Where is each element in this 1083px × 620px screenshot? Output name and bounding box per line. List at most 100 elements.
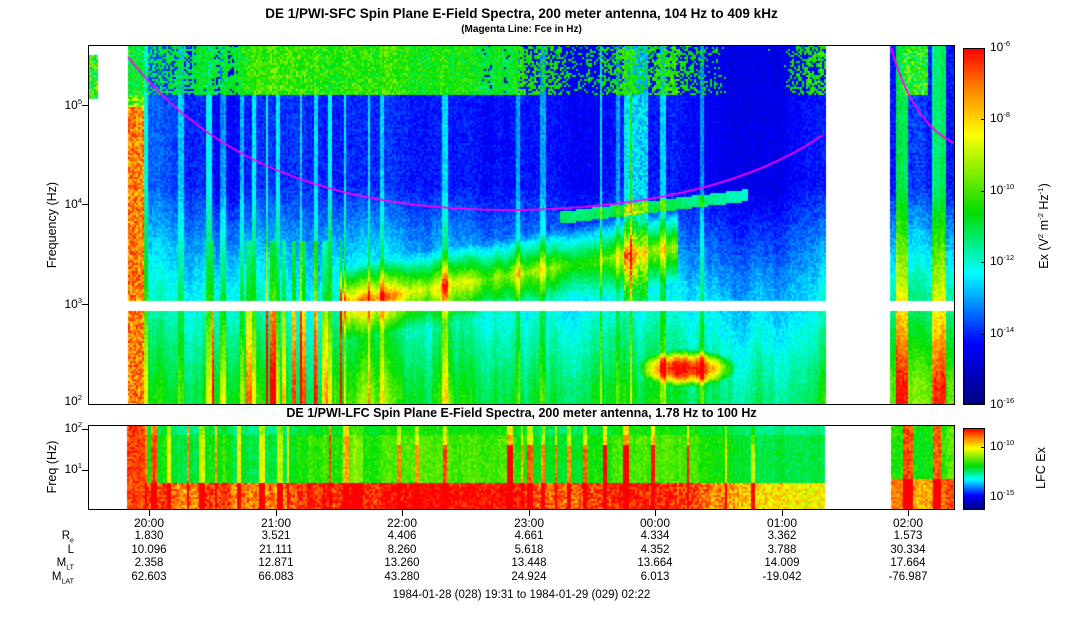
tick-text: 10 <box>990 111 1004 125</box>
xtick-label: 01:00 <box>766 516 798 530</box>
tick-exp: 5 <box>77 97 82 106</box>
xtick-label: 00:00 <box>639 516 671 530</box>
xtick-mark <box>276 510 277 516</box>
cbar-label-exp: -2 <box>1035 213 1045 220</box>
lfc-spectrogram <box>88 425 955 510</box>
lfc-cbar-label: LFC Ex <box>1034 418 1048 518</box>
tick-text: 10 <box>64 462 78 476</box>
ephemeris-value: 17.664 <box>890 557 926 569</box>
tick-exp: 3 <box>77 296 82 305</box>
xtick-mark <box>655 510 656 516</box>
sfc-cbar-tick-1e-10: 10-10 <box>990 183 1054 197</box>
ephemeris-value: 43.280 <box>384 571 420 583</box>
cbar-label-text: ) <box>1037 183 1051 188</box>
sfc-ytick-1e2: 102 <box>36 393 83 408</box>
ephemeris-value: 6.013 <box>640 571 670 583</box>
lfc-cbar-tick-mark <box>981 447 985 448</box>
lfc-ytick-mark <box>82 470 88 471</box>
ephemeris-value: -76.987 <box>888 571 928 583</box>
row-label-text: R <box>61 530 71 542</box>
lfc-ytick-mark <box>82 429 88 430</box>
xtick-label: 20:00 <box>133 516 165 530</box>
sfc-colorbar <box>963 48 985 405</box>
cbar-label-text: Ex (V <box>1037 238 1051 269</box>
sfc-cbar-tick-1e-16: 10-16 <box>990 397 1054 411</box>
ephemeris-value: 13.448 <box>511 557 547 569</box>
ephemeris-value: 5.618 <box>514 544 544 556</box>
tick-text: 10 <box>64 197 78 211</box>
ephemeris-value: 3.362 <box>767 530 797 542</box>
ephemeris-row-label-mlat: MLAT <box>28 571 74 586</box>
cbar-label-text: LFC Ex <box>1034 447 1048 489</box>
tick-exp: -6 <box>1003 39 1010 48</box>
sfc-cbar-tick-mark <box>981 191 985 192</box>
row-label-text: L <box>67 544 74 556</box>
ephemeris-value: 12.871 <box>258 557 294 569</box>
sfc-subtitle: (Magenta Line: Fce in Hz) <box>461 24 582 35</box>
tick-exp: -8 <box>1003 110 1010 119</box>
sfc-cbar-tick-mark <box>981 119 985 120</box>
ephemeris-value: 13.664 <box>637 557 673 569</box>
cbar-label-text: Hz <box>1037 194 1051 214</box>
sfc-ytick-mark <box>82 304 88 305</box>
row-label-sub: LAT <box>61 577 74 586</box>
tick-text: 10 <box>64 297 78 311</box>
tick-text: 10 <box>990 254 1004 268</box>
sfc-cbar-label: Ex (V2 m-2 Hz-1) <box>1035 96 1051 356</box>
ephemeris-value: 66.083 <box>258 571 294 583</box>
tick-text: 10 <box>990 489 1004 503</box>
sfc-ylabel-text: Frequency (Hz) <box>45 181 59 269</box>
ephemeris-row-label-l: L <box>28 544 74 556</box>
sfc-ytick-1e3: 103 <box>36 296 83 311</box>
ephemeris-value: 4.406 <box>387 530 417 542</box>
ephemeris-value: 30.334 <box>890 544 926 556</box>
tick-exp: -10 <box>1003 182 1015 191</box>
tick-text: 10 <box>990 40 1004 54</box>
xtick-mark <box>782 510 783 516</box>
tick-exp: 2 <box>77 393 82 402</box>
tick-exp: 2 <box>77 420 82 429</box>
ephemeris-value: 62.603 <box>131 571 167 583</box>
row-label-text: M <box>56 557 67 569</box>
cbar-label-exp: -1 <box>1035 187 1045 195</box>
tick-text: 10 <box>990 439 1004 453</box>
cbar-label-text: m <box>1037 219 1051 234</box>
tick-text: 10 <box>990 397 1004 411</box>
ephemeris-value: 24.924 <box>511 571 547 583</box>
ephemeris-value: 1.830 <box>134 530 164 542</box>
sfc-cbar-tick-mark <box>981 334 985 335</box>
row-label-text: M <box>51 571 62 583</box>
xtick-mark <box>908 510 909 516</box>
xtick-label: 23:00 <box>513 516 545 530</box>
ephemeris-value: 4.661 <box>514 530 544 542</box>
tick-exp: -15 <box>1003 488 1015 497</box>
sfc-title: DE 1/PWI-SFC Spin Plane E-Field Spectra,… <box>265 6 778 21</box>
sfc-ytick-mark <box>82 105 88 106</box>
ephemeris-value: 4.334 <box>640 530 670 542</box>
lfc-ytick-1e1: 101 <box>36 462 83 476</box>
xtick-label: 21:00 <box>260 516 292 530</box>
lfc-colorbar <box>963 428 985 510</box>
lfc-cbar-tick-1e-15: 10-15 <box>990 489 1054 503</box>
sfc-cbar-tick-1e-6: 10-6 <box>990 40 1054 54</box>
sfc-ytick-mark <box>82 204 88 205</box>
tick-exp: 4 <box>77 196 82 205</box>
lfc-title: DE 1/PWI-LFC Spin Plane E-Field Spectra,… <box>286 406 757 420</box>
sfc-ytick-1e4: 104 <box>36 196 83 211</box>
ephemeris-value: 2.358 <box>134 557 164 569</box>
ephemeris-value: 10.096 <box>131 544 167 556</box>
tick-text: 10 <box>64 421 78 435</box>
footer-time-range: 1984-01-28 (028) 19:31 to 1984-01-29 (02… <box>392 589 651 601</box>
xtick-mark <box>529 510 530 516</box>
ephemeris-value: 8.260 <box>387 544 417 556</box>
xtick-mark <box>149 510 150 516</box>
xtick-label: 02:00 <box>892 516 924 530</box>
sfc-cbar-tick-1e-14: 10-14 <box>990 326 1054 340</box>
ephemeris-value: 3.788 <box>767 544 797 556</box>
sfc-spectrogram <box>88 45 955 405</box>
lfc-cbar-tick-1e-10: 10-10 <box>990 439 1054 453</box>
xtick-mark <box>402 510 403 516</box>
ephemeris-value: 3.521 <box>261 530 291 542</box>
ephemeris-value: 13.260 <box>384 557 420 569</box>
sfc-cbar-tick-1e-12: 10-12 <box>990 254 1054 268</box>
